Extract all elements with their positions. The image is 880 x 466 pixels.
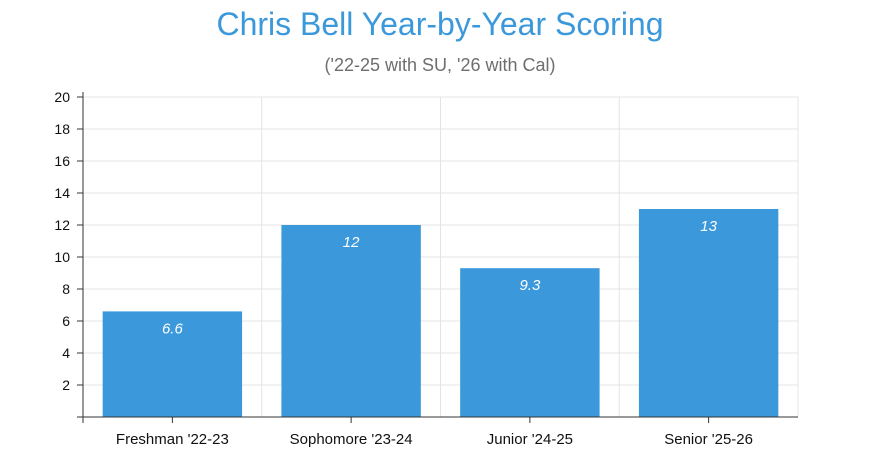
chart-title: Chris Bell Year-by-Year Scoring: [216, 6, 664, 42]
value-label: 12: [343, 234, 360, 251]
y-axis-ticks: 2 4 6 8 10 12 14 16 18 20: [54, 89, 83, 393]
y-tick-label: 6: [62, 313, 70, 329]
category-label: Senior '25-26: [664, 431, 753, 448]
bars: [102, 209, 779, 417]
y-tick-label: 16: [54, 153, 70, 169]
y-tick-label: 8: [62, 281, 70, 297]
y-tick-label: 14: [54, 185, 70, 201]
y-tick-label: 18: [54, 121, 70, 137]
chart-subtitle: ('22-25 with SU, '26 with Cal): [324, 55, 556, 75]
y-tick-label: 10: [54, 249, 70, 265]
value-label: 13: [700, 218, 717, 235]
y-tick-label: 4: [62, 345, 70, 361]
value-label: 6.6: [162, 320, 184, 337]
y-tick-label: 2: [62, 377, 70, 393]
bar: [281, 225, 421, 417]
y-tick-label: 12: [54, 217, 70, 233]
bar: [460, 268, 600, 417]
category-label: Freshman '22-23: [116, 431, 229, 448]
x-axis-labels: Freshman '22-23 Sophomore '23-24 Junior '2…: [116, 431, 753, 448]
category-label: Sophomore '23-24: [290, 431, 413, 448]
category-label: Junior '24-25: [487, 431, 573, 448]
bar: [638, 209, 779, 417]
value-labels: 6.6 12 9.3 13: [162, 218, 718, 337]
value-label: 9.3: [519, 277, 541, 294]
y-tick-label: 20: [54, 89, 70, 105]
bar: [102, 311, 243, 417]
